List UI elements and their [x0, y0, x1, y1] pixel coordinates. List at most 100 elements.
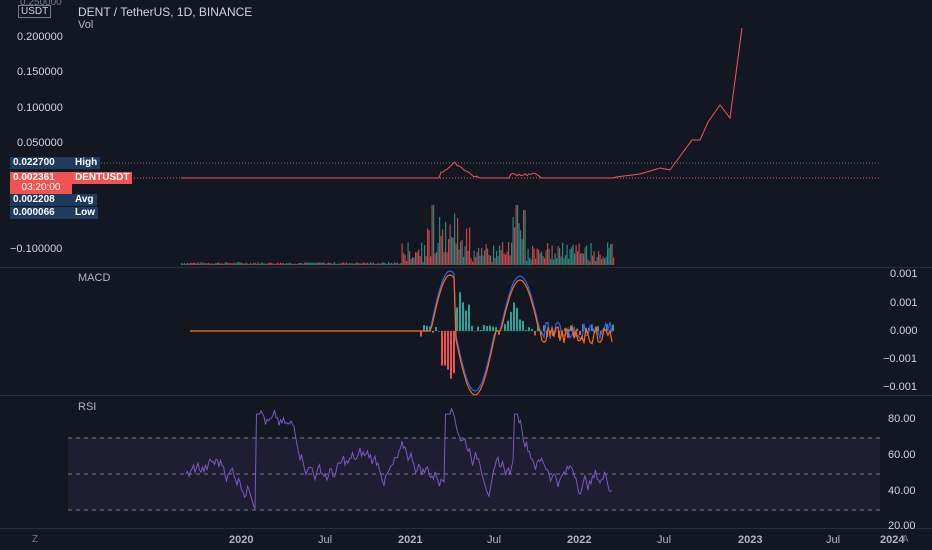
volume-bar: [281, 263, 283, 265]
rsi-tick: 20.00: [888, 520, 916, 532]
volume-bar: [605, 256, 607, 265]
time-tick: Jul: [487, 534, 502, 546]
volume-bar: [241, 262, 243, 265]
volume-bar: [212, 263, 214, 265]
volume-bar: [382, 262, 384, 265]
volume-bar: [269, 262, 271, 265]
volume-bar: [227, 263, 229, 265]
macd-histogram-bar: [420, 331, 422, 337]
volume-bar: [530, 259, 532, 265]
volume-bar: [221, 263, 223, 265]
volume-bar: [244, 263, 246, 265]
volume-bar: [299, 262, 301, 265]
volume-bar: [332, 263, 334, 265]
volume-bar: [376, 263, 378, 265]
volume-bar: [548, 248, 550, 265]
volume-bar: [305, 262, 307, 265]
macd-histogram-bar: [516, 307, 518, 331]
volume-bar: [442, 229, 444, 265]
volume-bar: [242, 263, 244, 265]
volume-bar: [311, 262, 313, 265]
macd-histogram-bar: [426, 325, 428, 331]
time-tick: 2021: [398, 534, 423, 546]
volume-bar: [304, 262, 306, 265]
volume-bar: [236, 262, 238, 265]
volume-bar: [527, 248, 529, 265]
volume-bar: [280, 262, 282, 265]
price-tick: 0.150000: [17, 66, 63, 78]
macd-label[interactable]: MACD: [78, 272, 111, 284]
currency-button[interactable]: USDT: [18, 5, 52, 18]
volume-bar: [452, 237, 454, 265]
volume-bar: [559, 248, 561, 265]
macd-histogram-bar: [483, 324, 485, 331]
price-series-line: [181, 27, 743, 179]
volume-bar: [233, 262, 235, 265]
volume-bar: [413, 257, 415, 265]
volume-bar: [466, 228, 468, 265]
volume-bar: [353, 263, 355, 265]
volume-bar: [514, 227, 516, 265]
volume-bar: [523, 210, 525, 265]
volume-bar: [434, 253, 436, 265]
avg-value-badge: 0.002208: [10, 194, 72, 206]
volume-bar: [467, 250, 469, 265]
volume-bar: [526, 260, 528, 265]
volume-bar: [310, 263, 312, 265]
high-label-badge: High: [72, 157, 101, 169]
volume-bar: [209, 263, 211, 265]
volume-bar: [460, 241, 462, 265]
rsi-tick: 60.00: [888, 449, 916, 461]
volume-bar: [256, 263, 258, 265]
volume-bar: [475, 256, 477, 265]
volume-bar: [541, 251, 543, 265]
volume-bar: [197, 262, 199, 265]
volume-bar: [247, 263, 249, 265]
volume-bar: [397, 262, 399, 265]
volume-bar: [430, 256, 432, 265]
auto-scale-button[interactable]: A: [902, 534, 909, 545]
macd-tick: 0.001: [890, 268, 918, 280]
macd-histogram-bar: [456, 307, 458, 331]
volume-bar: [391, 262, 393, 265]
volume-bar: [344, 263, 346, 265]
volume-bar: [593, 251, 595, 265]
macd-histogram-bar: [591, 325, 593, 331]
volume-bar: [302, 263, 304, 265]
volume-bar: [557, 245, 559, 265]
macd-histogram-bar: [567, 331, 569, 338]
volume-bar: [487, 248, 489, 265]
macd-histogram-bar: [519, 319, 521, 331]
volume-label[interactable]: Vol: [78, 19, 94, 31]
volume-bar: [587, 259, 589, 265]
symbol-title[interactable]: DENT / TetherUS, 1D, BINANCE: [78, 5, 253, 19]
volume-bar: [572, 244, 574, 265]
volume-bar: [274, 263, 276, 265]
volume-bar: [490, 255, 492, 265]
zoom-button[interactable]: Z: [32, 534, 39, 545]
volume-bar: [295, 263, 297, 265]
macd-histogram-bar: [453, 331, 455, 374]
time-tick: Jul: [318, 534, 333, 546]
volume-bar: [565, 255, 567, 265]
pane-separator-macd[interactable]: [0, 267, 932, 268]
volume-bar: [389, 263, 391, 265]
volume-bar: [547, 243, 549, 265]
volume-bar: [232, 263, 234, 265]
volume-bar: [608, 247, 610, 265]
volume-bar: [392, 263, 394, 265]
volume-bar: [205, 263, 207, 265]
volume-bar: [262, 262, 264, 265]
macd-histogram-bar: [612, 324, 614, 331]
volume-bar: [463, 256, 465, 265]
volume-bar: [433, 205, 435, 265]
rsi-label[interactable]: RSI: [78, 401, 97, 413]
volume-bar: [518, 223, 520, 265]
pane-separator-rsi[interactable]: [0, 395, 932, 396]
volume-bar: [458, 249, 460, 265]
volume-bar: [425, 256, 427, 265]
volume-bar: [449, 224, 451, 265]
volume-bar: [536, 248, 538, 265]
volume-bar: [500, 250, 502, 265]
